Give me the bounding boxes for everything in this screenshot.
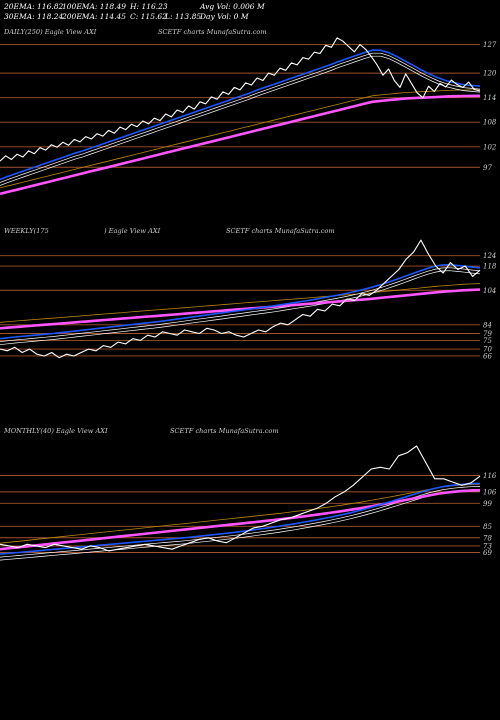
series-line-ema-slow [0, 488, 481, 551]
y-tick-label: 104 [483, 287, 496, 295]
header-close: C: 115.62 [130, 12, 167, 21]
series-line-ema-slow [0, 288, 481, 330]
header-ema30: 30EMA: 118.24 [4, 12, 64, 21]
series-line-price [0, 445, 481, 552]
y-tick-label: 99 [483, 500, 492, 508]
series-line-ema-long [0, 483, 481, 544]
series-line-ema-fast [0, 482, 481, 555]
series-line-price [0, 37, 481, 162]
y-tick-label: 66 [483, 352, 492, 360]
header-day-vol: Day Vol: 0 M [200, 12, 249, 21]
y-tick-label: 106 [483, 488, 497, 496]
watermark: SCETF charts MunafaSutra.com [170, 427, 279, 435]
series-line-ema-mid-a [0, 267, 481, 343]
header-ema200: 200EMA: 114.45 [62, 12, 127, 21]
watermark: SCETF charts MunafaSutra.com [158, 28, 267, 36]
y-tick-label: 127 [483, 41, 497, 49]
y-tick-label: 124 [483, 252, 496, 260]
series-line-ema-long [0, 89, 481, 189]
y-tick-label: 102 [483, 143, 497, 151]
header-avg-vol: Avg Vol: 0.006 M [200, 2, 265, 11]
header-high: H: 116.23 [130, 2, 168, 11]
y-tick-label: 120 [483, 70, 497, 78]
y-tick-label: 79 [483, 330, 492, 338]
y-tick-label: 75 [483, 337, 492, 345]
panel-title: WEEKLY(175 [4, 227, 49, 235]
y-tick-label: 78 [483, 534, 492, 542]
panel-title: DAILY(250) Eagle View AXI [3, 28, 97, 36]
y-tick-label: 73 [483, 542, 492, 550]
header-ema20: 20EMA: 116.82 [4, 2, 64, 11]
header-low: L: 113.85 [165, 12, 202, 21]
y-tick-label: 108 [483, 119, 497, 127]
series-line-ema-mid-b [0, 489, 481, 561]
y-tick-label: 70 [483, 346, 492, 354]
series-line-price [0, 239, 481, 359]
y-tick-label: 85 [483, 523, 492, 531]
y-tick-label: 84 [483, 321, 492, 329]
series-line-ema-long [0, 283, 481, 323]
series-line-ema-fast [0, 49, 481, 181]
y-tick-label: 114 [483, 94, 496, 102]
series-line-ema-mid-b [0, 270, 481, 346]
panel-title: MONTHLY(40) Eagle View AXI [3, 427, 108, 435]
header-ema100: 100EMA: 118.49 [62, 2, 127, 11]
panel-0: 127 120 114 108 102 97 DAILY(250) Eagle View A… [0, 28, 497, 196]
series-line-ema-slow [0, 94, 481, 196]
panel-title-part: ) Eagle View AXI [103, 227, 161, 235]
y-tick-label: 118 [483, 263, 497, 271]
series-line-ema-fast [0, 263, 481, 340]
y-tick-label: 69 [483, 549, 492, 557]
series-line-ema-mid-a [0, 52, 481, 183]
series-line-ema-mid-b [0, 55, 481, 186]
watermark: SCETF charts MunafaSutra.com [226, 227, 335, 235]
y-tick-label: 116 [483, 472, 497, 480]
y-tick-label: 97 [483, 164, 492, 172]
